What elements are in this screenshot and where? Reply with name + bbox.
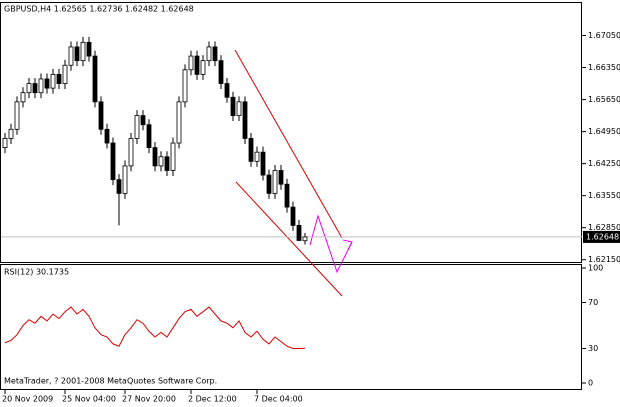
trend-line: [234, 49, 343, 239]
y-tick-label: 1.65650: [588, 95, 620, 104]
candle-body: [164, 156, 170, 171]
x-tick-label: 27 Nov 20:00: [122, 395, 176, 404]
candle-body: [8, 128, 14, 139]
x-tick-label: 7 Dec 04:00: [254, 395, 303, 404]
candle-body: [260, 151, 266, 176]
y-tick-label: 30: [588, 344, 598, 353]
x-tick-label: 2 Dec 12:00: [188, 395, 237, 404]
candle-body: [224, 83, 230, 98]
y-tick-label: 100: [588, 264, 603, 273]
x-tick-label: 25 Nov 04:00: [62, 395, 116, 404]
candle-body: [170, 142, 176, 171]
candle-body: [302, 236, 308, 242]
candle-body: [86, 41, 92, 57]
candle-body: [98, 101, 104, 130]
candle-body: [278, 170, 284, 185]
rsi-title: RSI(12) 30.1735: [4, 268, 69, 277]
candle-body: [50, 73, 56, 89]
candle-body: [146, 124, 152, 149]
candle-body: [296, 224, 302, 241]
rsi-panel-frame: [0, 264, 582, 390]
candle-body: [140, 115, 146, 126]
candle-body: [230, 96, 236, 116]
candle-body: [158, 156, 164, 167]
candle-body: [254, 151, 260, 162]
candle-body: [290, 206, 296, 226]
candle-body: [188, 55, 194, 71]
candle-body: [122, 165, 128, 194]
y-tick-label: 1.62150: [588, 255, 620, 264]
candle-body: [128, 138, 134, 167]
forecast-arrow: [309, 214, 353, 274]
y-tick-label: 0: [588, 379, 593, 388]
y-tick-label: 1.62850: [588, 223, 620, 232]
candle-body: [32, 83, 38, 94]
y-tick-label: 1.67050: [588, 31, 620, 40]
candle-body: [74, 46, 80, 62]
price-label: 1.62648: [586, 232, 619, 241]
y-tick-label: 1.64950: [588, 127, 620, 136]
candle-body: [38, 78, 44, 94]
candle-body: [110, 142, 116, 181]
candle-body: [272, 170, 278, 194]
candle-body: [104, 128, 110, 144]
chart-title: GBPUSD,H4 1.62565 1.62736 1.62482 1.6264…: [4, 5, 194, 14]
y-tick-label: 70: [588, 298, 598, 307]
candle-body: [92, 55, 98, 103]
candle-body: [152, 147, 158, 167]
copyright: MetaTrader, ? 2001-2008 MetaQuotes Softw…: [4, 377, 217, 386]
arrow-head: [342, 239, 353, 251]
candle-body: [194, 55, 200, 75]
candle-body: [218, 60, 224, 84]
candle-body: [14, 101, 20, 130]
rsi-line: [4, 306, 306, 349]
x-tick-label: 20 Nov 2009: [2, 395, 53, 404]
candle-body: [200, 60, 206, 75]
candle-body: [80, 41, 86, 62]
candle-body: [56, 73, 62, 84]
candle-body: [236, 101, 242, 116]
candle-body: [212, 46, 218, 62]
candle-body: [182, 69, 188, 103]
candle-body: [44, 78, 50, 89]
candle-body: [248, 138, 254, 162]
candle-body: [26, 83, 32, 94]
y-tick-label: 1.66350: [588, 63, 620, 72]
price-label-box: [583, 230, 620, 243]
candle-body: [176, 101, 182, 144]
candle-body: [2, 138, 8, 149]
trend-line: [235, 181, 343, 297]
candle-body: [20, 92, 26, 103]
candle-body: [206, 46, 212, 62]
candle-body: [134, 115, 140, 139]
candle-body: [284, 183, 290, 208]
candle-body: [266, 174, 272, 194]
y-tick-label: 1.64250: [588, 159, 620, 168]
candle-body: [116, 179, 122, 194]
price-panel-frame: [0, 2, 582, 263]
candle-body: [68, 46, 74, 66]
candle-body: [242, 101, 248, 139]
candle-body: [62, 64, 68, 84]
y-tick-label: 1.63550: [588, 191, 620, 200]
